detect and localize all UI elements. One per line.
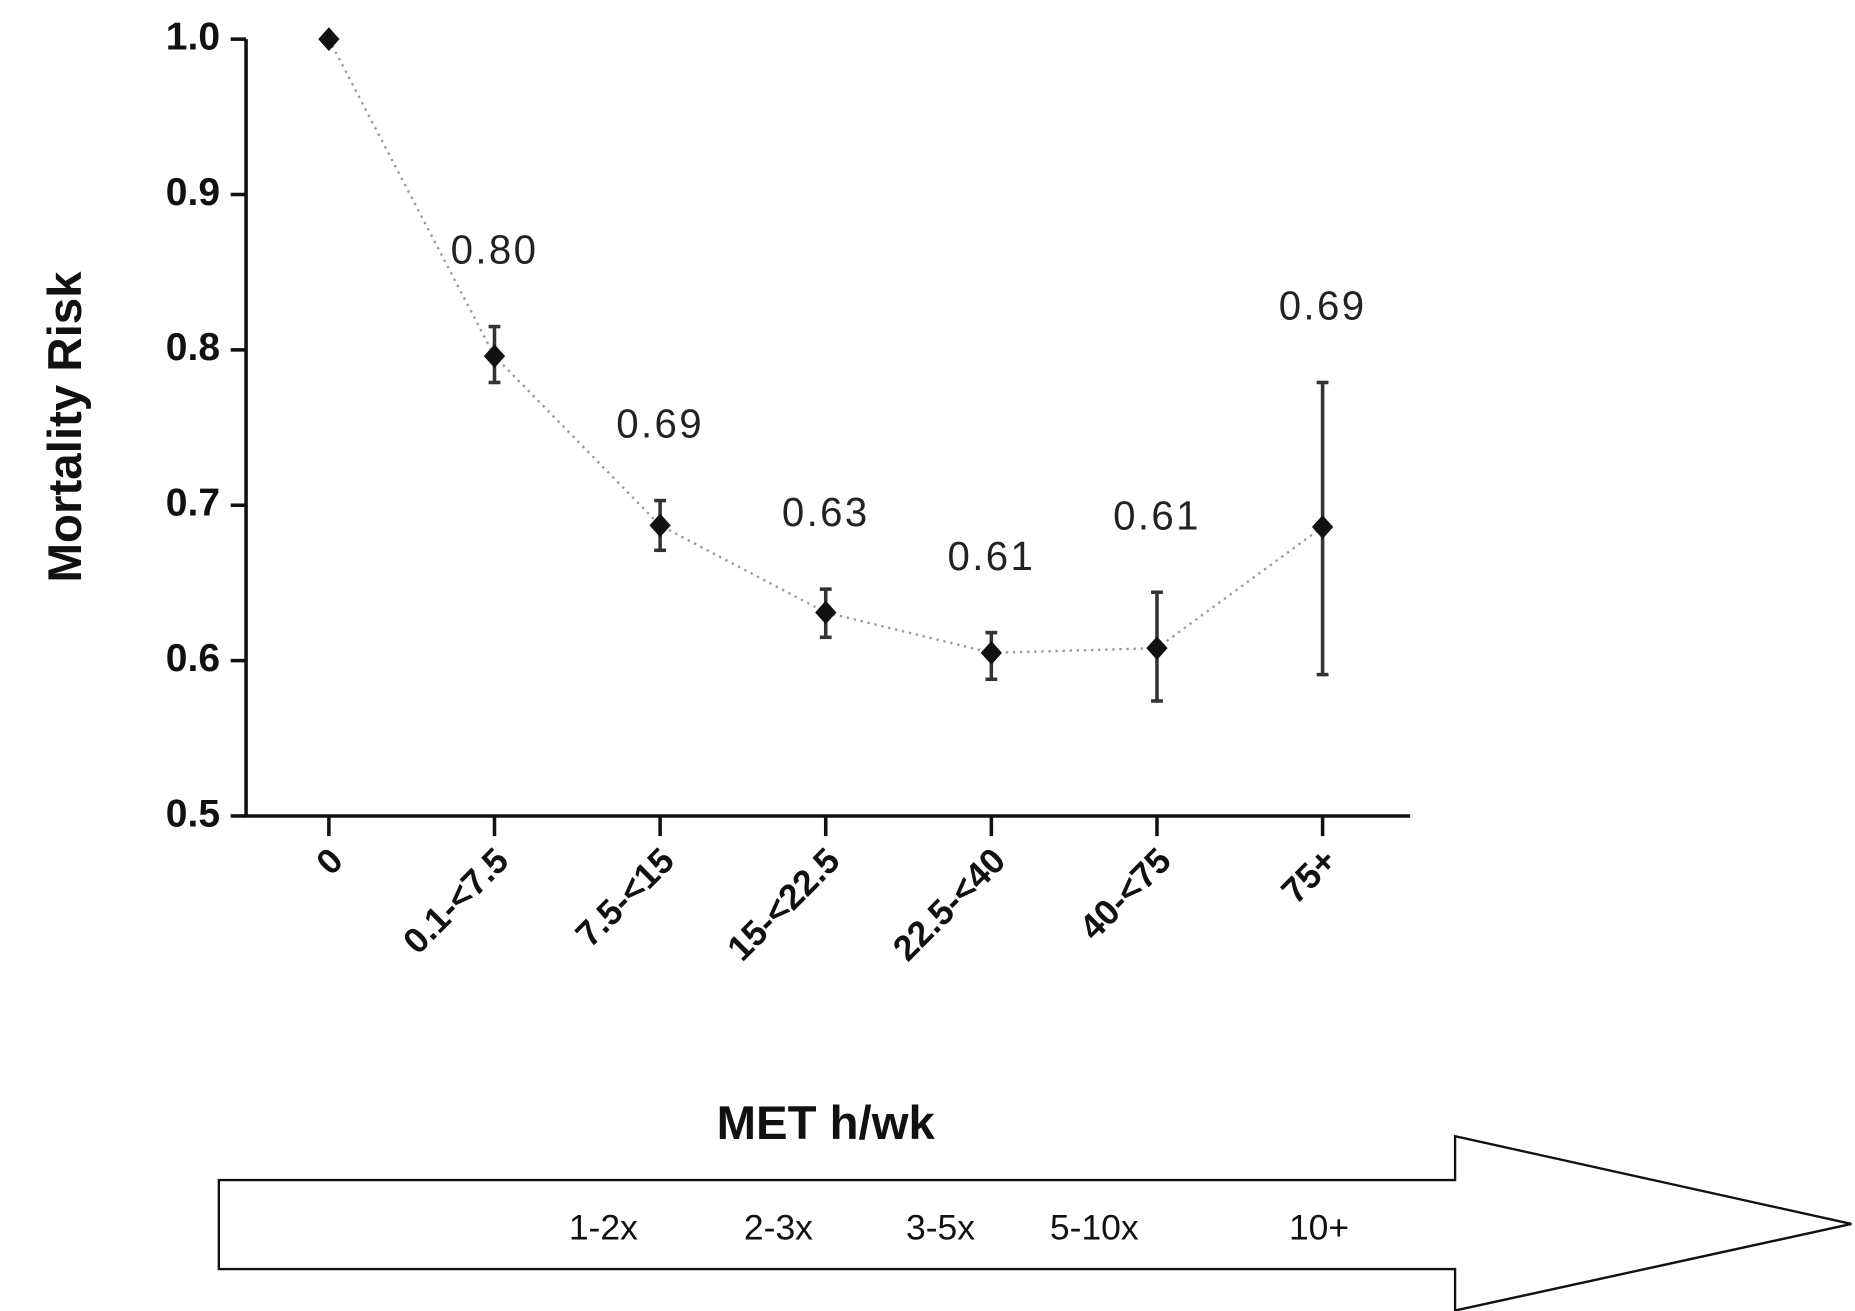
value-label: 0.61 xyxy=(1113,493,1201,538)
point xyxy=(980,640,1003,665)
value-label: 0.63 xyxy=(782,490,870,535)
y-tick-label: 0.9 xyxy=(166,171,220,214)
chart-body: Mortality Risk MET h/wk 0.5 0.6 0.7 0.8 0.9 1… xyxy=(39,15,1852,1311)
y-tick-label: 0.6 xyxy=(166,637,220,680)
arrow-label: 1-2x xyxy=(569,1207,638,1247)
value-label: 0.69 xyxy=(1279,284,1367,329)
value-label: 0.69 xyxy=(616,402,704,447)
y-tick-label: 0.5 xyxy=(166,792,220,835)
value-label: 0.61 xyxy=(947,534,1035,579)
y-tick-label: 0.8 xyxy=(166,326,220,369)
y-axis-title: Mortality Risk xyxy=(39,271,92,583)
x-tick-label: 22.5-<40 xyxy=(885,840,1013,968)
arrow-label: 10+ xyxy=(1289,1207,1349,1247)
point xyxy=(318,27,340,51)
y-tick-label: 1.0 xyxy=(166,15,220,58)
trend-line xyxy=(327,38,1324,655)
value-label: 0.80 xyxy=(451,228,539,273)
x-tick-label: 0 xyxy=(308,840,350,882)
point xyxy=(1311,515,1334,539)
x-tick-label: 75+ xyxy=(1274,840,1345,911)
point xyxy=(1146,636,1168,661)
arrow-label: 3-5x xyxy=(906,1207,975,1247)
x-axis-title: MET h/wk xyxy=(717,1097,936,1150)
point xyxy=(649,513,671,538)
frequency-arrow xyxy=(217,1134,1852,1311)
x-tick-label: 0.1-<7.5 xyxy=(395,840,516,961)
y-tick-label: 0.7 xyxy=(166,482,220,525)
arrow-label: 2-3x xyxy=(744,1207,813,1247)
point xyxy=(483,344,506,368)
x-tick-label: 7.5-<15 xyxy=(568,840,682,954)
arrow-label: 5-10x xyxy=(1050,1207,1139,1247)
x-tick-label: 15-<22.5 xyxy=(720,840,848,968)
x-tick-label: 40-<75 xyxy=(1072,840,1179,947)
point xyxy=(815,600,837,625)
